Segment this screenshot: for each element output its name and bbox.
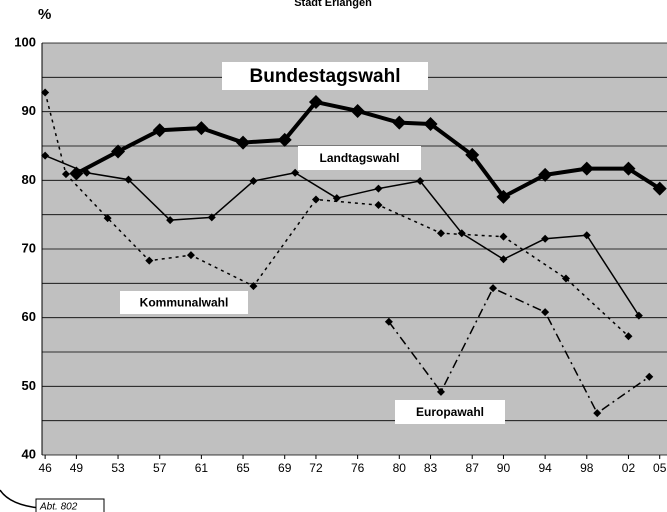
point-marker [538,167,553,182]
point-marker [561,274,570,283]
x-tick-label: 05 [653,461,667,475]
x-tick-label: 72 [309,461,323,475]
series-label: Bundestagswahl [250,66,401,87]
point-marker [457,229,466,238]
x-tick-label: 02 [622,461,636,475]
y-axis-label: % [38,6,51,23]
point-marker [423,117,438,132]
point-marker [350,103,365,118]
x-tick-label: 49 [70,461,84,475]
series-label-box [222,62,428,90]
x-tick-label: 83 [424,461,438,475]
x-tick-label: 65 [236,461,250,475]
point-marker [392,115,407,130]
point-marker [634,311,643,320]
point-marker [541,234,550,243]
point-marker [291,168,300,177]
x-tick-label: 53 [111,461,125,475]
x-tick-label: 98 [580,461,594,475]
point-marker [41,88,50,97]
x-tick-label: 57 [153,461,167,475]
point-marker [207,213,216,222]
point-marker [384,317,393,326]
chart-title: Stadt Erlangen [294,0,372,9]
point-marker [249,177,258,186]
point-marker [582,231,591,240]
x-tick-label: 80 [393,461,407,475]
point-marker [499,232,508,241]
y-tick-label: 40 [22,446,36,461]
y-tick-label: 90 [22,103,36,118]
point-marker [579,161,594,176]
point-marker [652,181,667,196]
series-label-box [120,291,248,314]
x-tick-label: 61 [195,461,209,475]
point-marker [436,387,445,396]
y-tick-label: 100 [14,34,36,49]
point-marker [311,195,320,204]
series-label: Landtagswahl [319,151,399,165]
frame-corner [0,489,41,509]
series-line [388,287,650,414]
point-marker [465,147,480,162]
point-marker [145,256,154,265]
y-tick-label: 80 [22,172,36,187]
point-marker [332,194,341,203]
point-marker [308,95,323,110]
point-marker [194,121,209,136]
point-marker [277,132,292,147]
x-tick-label: 87 [466,461,480,475]
point-marker [541,308,550,317]
point-marker [124,175,133,184]
series-label-box [395,400,505,424]
point-marker [374,201,383,210]
point-marker [499,255,508,264]
y-tick-label: 70 [22,240,36,255]
point-marker [103,214,112,223]
point-marker [166,216,175,225]
x-tick-label: 46 [38,461,52,475]
point-marker [416,177,425,186]
point-marker [82,168,91,177]
point-marker [236,135,251,150]
point-marker [621,161,636,176]
series-line [44,92,629,337]
note: Abt. 802 [39,502,78,512]
point-marker [186,251,195,260]
series-label: Kommunalwahl [140,296,229,310]
x-tick-label: 69 [278,461,292,475]
point-marker [593,409,602,418]
x-tick-label: 94 [538,461,552,475]
y-tick-label: 60 [22,309,36,324]
point-marker [61,170,70,179]
point-marker [374,184,383,193]
point-marker [436,229,445,238]
note-box [35,498,105,512]
point-marker [152,123,167,138]
y-tick-label: 50 [22,378,36,393]
point-marker [249,282,258,291]
x-tick-label: 76 [351,461,365,475]
series-label-box [298,146,421,170]
series-line [75,100,661,199]
point-marker [496,189,511,204]
series-label: Europawahl [416,405,484,419]
point-marker [645,372,654,381]
x-tick-label: 90 [497,461,511,475]
point-marker [41,151,50,160]
point-marker [489,284,498,293]
point-marker [624,332,633,341]
point-marker [111,144,126,159]
